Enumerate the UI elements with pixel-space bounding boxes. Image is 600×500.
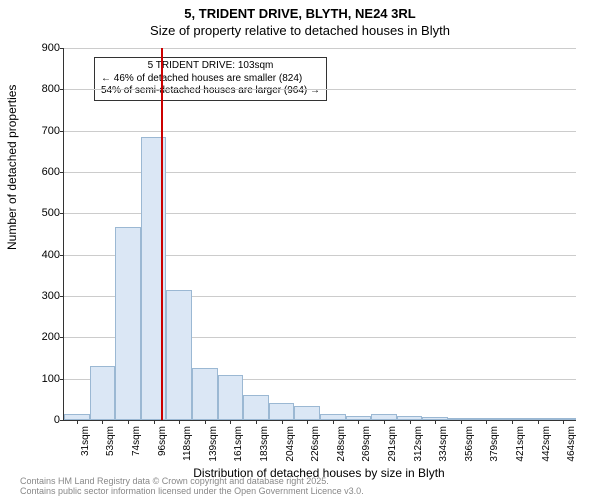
- annotation-line3: 54% of semi-detached houses are larger (…: [101, 85, 320, 98]
- ytick-label: 500: [42, 207, 60, 219]
- xtick-label: 226sqm: [310, 426, 321, 462]
- xtick-label: 118sqm: [182, 426, 193, 461]
- ytick-label: 800: [42, 83, 60, 95]
- xtick-mark: [179, 420, 180, 424]
- ytick-mark: [60, 255, 64, 256]
- xtick-label: 53sqm: [105, 426, 116, 456]
- y-axis-label: Number of detached properties: [5, 85, 19, 250]
- ytick-mark: [60, 48, 64, 49]
- xtick-label: 248sqm: [336, 426, 347, 462]
- ytick-label: 900: [42, 42, 60, 54]
- chart-container: 5, TRIDENT DRIVE, BLYTH, NE24 3RL Size o…: [0, 0, 600, 500]
- xtick-mark: [154, 420, 155, 424]
- ytick-mark: [60, 172, 64, 173]
- gridline: [64, 48, 576, 49]
- xtick-label: 379sqm: [489, 426, 500, 462]
- xtick-mark: [230, 420, 231, 424]
- ytick-label: 100: [42, 373, 60, 385]
- xtick-label: 442sqm: [541, 426, 552, 462]
- ytick-mark: [60, 379, 64, 380]
- xtick-label: 421sqm: [515, 426, 526, 462]
- histogram-bar: [166, 290, 192, 420]
- xtick-mark: [77, 420, 78, 424]
- xtick-label: 74sqm: [131, 426, 142, 456]
- histogram-bar: [218, 375, 244, 420]
- ytick-mark: [60, 420, 64, 421]
- xtick-label: 96sqm: [157, 426, 168, 456]
- ytick-label: 600: [42, 166, 60, 178]
- xtick-label: 139sqm: [208, 426, 219, 462]
- ytick-label: 400: [42, 249, 60, 261]
- xtick-mark: [205, 420, 206, 424]
- ytick-label: 700: [42, 125, 60, 137]
- xtick-label: 31sqm: [80, 426, 91, 456]
- gridline: [64, 131, 576, 132]
- ytick-mark: [60, 213, 64, 214]
- histogram-bar: [269, 403, 295, 420]
- xtick-mark: [538, 420, 539, 424]
- reference-line: [161, 48, 163, 420]
- annotation-line1: 5 TRIDENT DRIVE: 103sqm: [101, 60, 320, 73]
- xtick-mark: [256, 420, 257, 424]
- xtick-mark: [102, 420, 103, 424]
- xtick-label: 356sqm: [464, 426, 475, 462]
- xtick-mark: [512, 420, 513, 424]
- ytick-mark: [60, 131, 64, 132]
- histogram-bar: [90, 366, 116, 420]
- xtick-mark: [333, 420, 334, 424]
- xtick-mark: [384, 420, 385, 424]
- annotation-box: 5 TRIDENT DRIVE: 103sqm ← 46% of detache…: [94, 57, 327, 101]
- chart-title-line1: 5, TRIDENT DRIVE, BLYTH, NE24 3RL: [0, 0, 600, 21]
- ytick-label: 200: [42, 331, 60, 343]
- ytick-label: 300: [42, 290, 60, 302]
- xtick-mark: [307, 420, 308, 424]
- xtick-label: 312sqm: [413, 426, 424, 462]
- chart-title-line2: Size of property relative to detached ho…: [0, 21, 600, 38]
- xtick-label: 334sqm: [438, 426, 449, 462]
- histogram-bar: [192, 368, 218, 420]
- ytick-mark: [60, 337, 64, 338]
- xtick-mark: [282, 420, 283, 424]
- histogram-bar: [294, 406, 320, 420]
- xtick-label: 269sqm: [361, 426, 372, 462]
- footer-credits: Contains HM Land Registry data © Crown c…: [20, 477, 364, 497]
- xtick-mark: [410, 420, 411, 424]
- gridline: [64, 89, 576, 90]
- ytick-mark: [60, 296, 64, 297]
- xtick-label: 183sqm: [259, 426, 270, 462]
- ytick-mark: [60, 89, 64, 90]
- xtick-mark: [461, 420, 462, 424]
- xtick-label: 161sqm: [233, 426, 244, 462]
- xtick-mark: [435, 420, 436, 424]
- footer-line2: Contains public sector information licen…: [20, 487, 364, 497]
- plot-area: 5 TRIDENT DRIVE: 103sqm ← 46% of detache…: [63, 48, 576, 421]
- annotation-line2: ← 46% of detached houses are smaller (82…: [101, 73, 320, 86]
- xtick-mark: [486, 420, 487, 424]
- histogram-bar: [115, 227, 141, 420]
- xtick-mark: [128, 420, 129, 424]
- ytick-label: 0: [54, 414, 60, 426]
- xtick-label: 464sqm: [566, 426, 577, 462]
- xtick-label: 291sqm: [387, 426, 398, 462]
- histogram-bar: [243, 395, 269, 420]
- xtick-label: 204sqm: [285, 426, 296, 462]
- xtick-mark: [358, 420, 359, 424]
- xtick-mark: [563, 420, 564, 424]
